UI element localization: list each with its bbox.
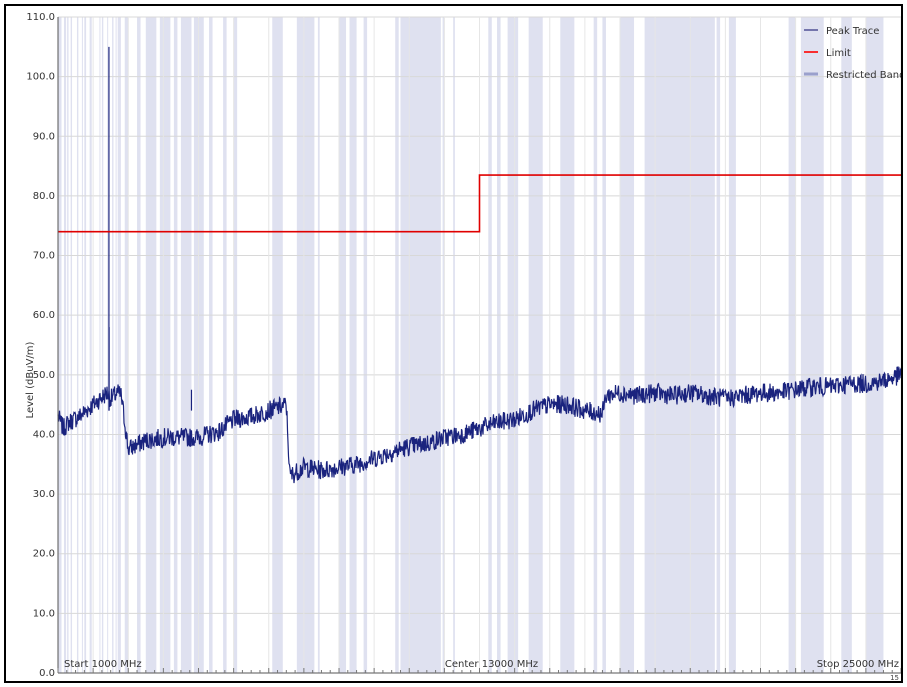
- restricted-band: [159, 17, 171, 673]
- restricted-band: [865, 17, 884, 673]
- restricted-band: [209, 17, 213, 673]
- restricted-band: [63, 17, 67, 673]
- restricted-band: [99, 17, 101, 673]
- legend: Peak Trace Limit Restricted Bands: [804, 26, 901, 81]
- y-tick-label: 30.0: [33, 489, 55, 500]
- y-tick-label: 50.0: [33, 370, 55, 381]
- restricted-band: [395, 17, 399, 673]
- restricted-band: [173, 17, 178, 673]
- y-tick-label: 60.0: [33, 310, 55, 321]
- restricted-band: [593, 17, 598, 673]
- restricted-band: [272, 17, 283, 673]
- restricted-band: [101, 17, 104, 673]
- restricted-band: [488, 17, 492, 673]
- restricted-bands-layer: [58, 17, 884, 673]
- restricted-band: [620, 17, 635, 673]
- restricted-band: [363, 17, 368, 673]
- limit-line: [58, 174, 901, 233]
- legend-label: Peak Trace: [826, 26, 879, 37]
- y-tick-label: 70.0: [33, 251, 55, 262]
- restricted-band: [716, 17, 721, 673]
- y-tick-label: 40.0: [33, 429, 55, 440]
- restricted-band: [117, 17, 121, 673]
- corner-label: 15: [890, 674, 899, 681]
- y-tick-label: 100.0: [26, 72, 55, 83]
- restricted-band: [223, 17, 227, 673]
- restricted-band: [349, 17, 357, 673]
- restricted-band: [67, 17, 69, 673]
- y-tick-label: 10.0: [33, 608, 55, 619]
- restricted-band: [233, 17, 238, 673]
- restricted-band: [70, 17, 73, 673]
- y-tick-label: 0.0: [39, 668, 55, 679]
- restricted-band: [296, 17, 315, 673]
- series-layer: [57, 46, 901, 484]
- x-stop-label: Stop 25000 MHz: [817, 659, 899, 670]
- legend-label: Restricted Bands: [826, 70, 901, 81]
- restricted-band: [655, 17, 715, 673]
- legend-label: Limit: [826, 48, 851, 59]
- restricted-band: [112, 17, 114, 673]
- restricted-band: [84, 17, 87, 673]
- restricted-band: [602, 17, 606, 673]
- restricted-band: [124, 17, 129, 673]
- restricted-band: [507, 17, 519, 673]
- y-tick-label: 20.0: [33, 549, 55, 560]
- restricted-band: [115, 17, 117, 673]
- restricted-band: [180, 17, 192, 673]
- restricted-band: [89, 17, 92, 673]
- restricted-band: [728, 17, 736, 673]
- emission-chart: 0.0 10.0 20.0 30.0 40.0 50.0 60.0 70.0 80.0 90.0 1…: [25, 12, 901, 681]
- y-axis-title: Level (dBuV/m): [25, 341, 36, 418]
- axes-layer: 0.0 10.0 20.0 30.0 40.0 50.0 60.0 70.0 80.0 90.0 1…: [26, 12, 901, 679]
- restricted-band: [145, 17, 157, 673]
- restricted-band: [560, 17, 575, 673]
- restricted-band: [453, 17, 455, 673]
- restricted-band: [58, 17, 62, 673]
- x-center-label: Center 13000 MHz: [445, 659, 538, 670]
- restricted-band: [497, 17, 501, 673]
- y-tick-label: 80.0: [33, 191, 55, 202]
- y-tick-label: 90.0: [33, 131, 55, 142]
- restricted-band: [442, 17, 445, 673]
- restricted-band: [317, 17, 320, 673]
- y-tick-label: 110.0: [26, 12, 55, 23]
- restricted-band: [800, 17, 824, 673]
- restricted-band: [81, 17, 83, 673]
- restricted-band: [137, 17, 141, 673]
- restricted-band: [528, 17, 543, 673]
- x-start-label: Start 1000 MHz: [64, 659, 142, 670]
- restricted-band: [788, 17, 796, 673]
- restricted-band: [644, 17, 656, 673]
- restricted-band: [107, 17, 109, 673]
- restricted-band: [76, 17, 79, 673]
- restricted-band: [339, 17, 347, 673]
- peak-trace-line: [57, 366, 901, 484]
- restricted-band: [841, 17, 852, 673]
- chart-frame: 0.0 10.0 20.0 30.0 40.0 50.0 60.0 70.0 80.0 90.0 1…: [4, 4, 903, 683]
- restricted-band: [400, 17, 441, 673]
